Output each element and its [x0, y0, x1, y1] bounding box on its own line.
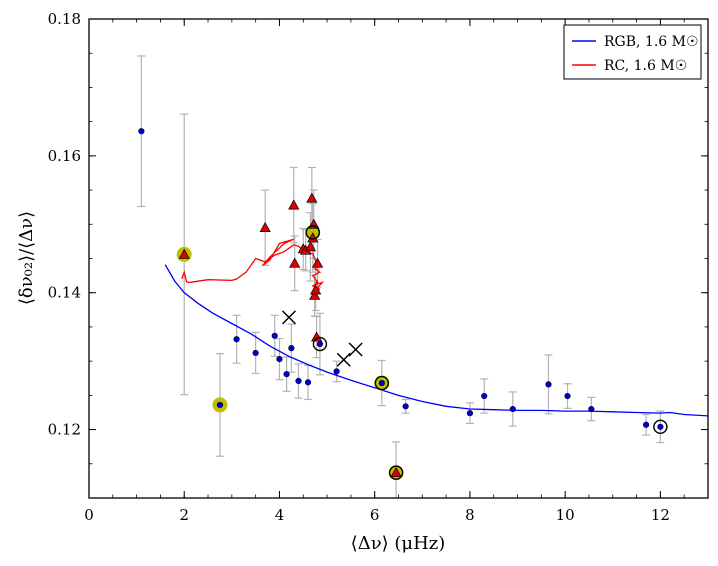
- data-point: [276, 355, 283, 363]
- data-point: [466, 410, 474, 417]
- triangle-marker: [311, 331, 323, 342]
- triangle-marker: [306, 192, 318, 203]
- data-point: [304, 379, 312, 386]
- triangle-marker: [307, 232, 319, 243]
- data-point: [481, 392, 488, 400]
- x-tick-label: 12: [651, 506, 670, 524]
- data-point: [564, 392, 571, 400]
- x-tick-label: 2: [179, 506, 189, 524]
- data-point: [402, 403, 409, 410]
- x-tick-label: 0: [84, 506, 94, 524]
- legend-box: [563, 24, 702, 80]
- triangle-marker: [311, 257, 324, 268]
- legend-label: RC, 1.6 M☉: [604, 58, 687, 74]
- triangle-marker: [304, 241, 317, 252]
- data-point: [283, 371, 290, 378]
- x-tick-label: 6: [370, 506, 380, 524]
- data-point: [588, 405, 595, 413]
- triangle-marker: [288, 199, 300, 210]
- data-point: [545, 381, 552, 388]
- cross-marker: [336, 352, 351, 367]
- legend-label: RGB, 1.6 M☉: [604, 34, 699, 50]
- triangle-marker: [289, 257, 301, 268]
- data-point: [271, 332, 278, 339]
- data-point: [288, 345, 295, 352]
- triangle-marker: [309, 289, 321, 300]
- data-point: [333, 368, 340, 375]
- x-axis-label: ⟨Δν⟩ (μHz): [351, 533, 446, 554]
- data-point: [252, 349, 259, 357]
- cross-marker: [281, 310, 297, 325]
- rc-track-line: [262, 238, 294, 266]
- triangle-marker: [259, 221, 271, 233]
- data-point: [657, 423, 664, 430]
- rgb-track-line: [164, 264, 708, 417]
- open-circle-marker: [312, 336, 328, 352]
- x-tick-label: 8: [465, 506, 475, 524]
- y-axis-label: ⟨δν₀₂⟩/⟨Δν⟩: [16, 211, 37, 305]
- open-circle-marker: [653, 419, 668, 435]
- data-point: [509, 405, 516, 413]
- triangle-marker: [390, 466, 402, 478]
- x-tick-label: 10: [556, 506, 575, 524]
- data-point: [216, 401, 224, 409]
- open-circle-marker: [388, 465, 404, 480]
- y-tick-label: 0.12: [48, 421, 81, 439]
- plot-area: [137, 55, 708, 498]
- y-tick-label: 0.16: [48, 147, 81, 165]
- data-point: [233, 336, 240, 343]
- data-point: [138, 128, 145, 135]
- y-tick-label: 0.14: [48, 284, 81, 302]
- open-circle-marker: [305, 225, 320, 240]
- cross-marker: [348, 342, 363, 357]
- x-tick-label: 4: [275, 506, 285, 524]
- open-circle-marker: [374, 375, 390, 391]
- triangle-marker: [178, 248, 190, 259]
- data-point: [295, 377, 302, 385]
- triangle-marker: [310, 284, 322, 295]
- data-point: [316, 340, 324, 348]
- data-point: [378, 379, 385, 387]
- y-tick-label: 0.18: [48, 10, 81, 28]
- data-point: [642, 421, 650, 428]
